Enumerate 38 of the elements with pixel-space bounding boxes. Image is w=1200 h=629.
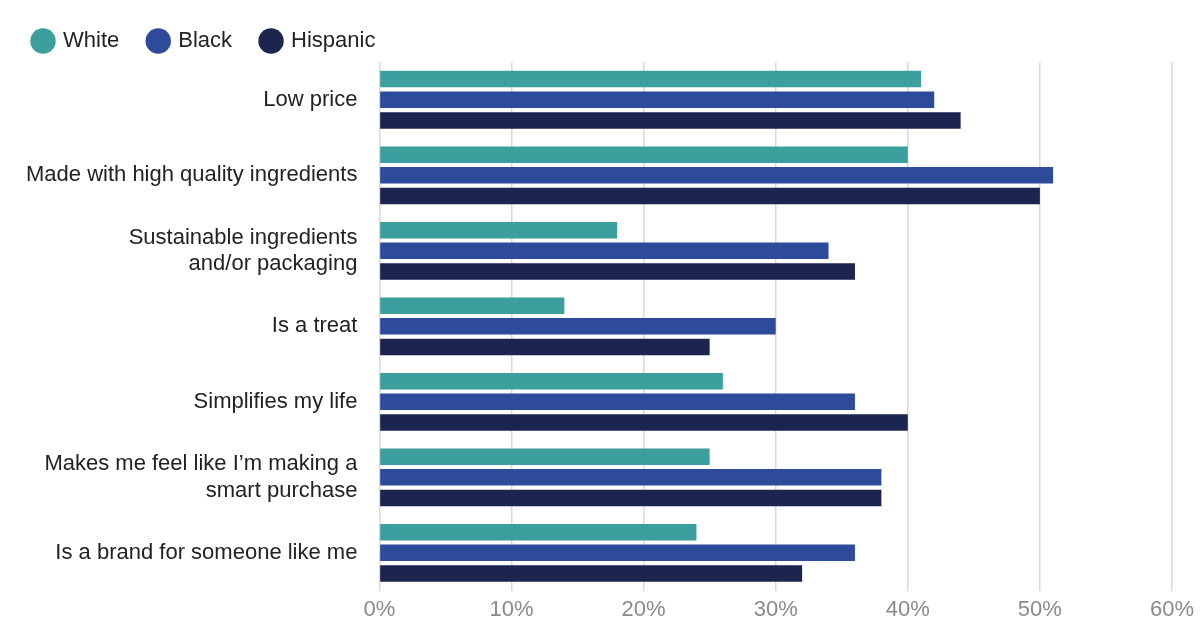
- bar: [380, 448, 710, 465]
- y-tick-label: Is a brand for someone like me: [55, 538, 358, 564]
- y-tick-label: Made with high quality ingredients: [26, 161, 358, 187]
- y-tick-label: Simplifies my life: [193, 387, 358, 413]
- x-tick-label: 10%: [489, 595, 534, 621]
- bar: [380, 372, 723, 390]
- x-tick-label: 30%: [753, 595, 798, 621]
- bar: [380, 70, 922, 88]
- bar: [380, 414, 908, 431]
- bar: [380, 112, 961, 129]
- x-tick-label: 40%: [885, 595, 930, 621]
- bar: [380, 91, 935, 109]
- bar: [380, 318, 776, 335]
- bar: [380, 187, 1040, 205]
- x-tick-label: 20%: [621, 595, 666, 621]
- legend-label: Black: [178, 27, 234, 53]
- bar: [380, 263, 855, 280]
- bar: [380, 146, 908, 163]
- bar: [380, 393, 855, 411]
- x-tick-label: 50%: [1017, 595, 1062, 621]
- bar: [380, 242, 829, 260]
- bar: [380, 469, 882, 486]
- bar: [380, 523, 697, 541]
- bar: [380, 544, 855, 562]
- y-tick-label: Is a treat: [271, 312, 358, 338]
- legend-label: Hispanic: [291, 27, 376, 53]
- bar: [380, 297, 565, 314]
- legend-label: White: [63, 27, 120, 53]
- x-tick-label: 0%: [363, 595, 396, 621]
- bar: [380, 565, 803, 582]
- y-tick-label: Low price: [263, 85, 358, 111]
- x-tick-label: 60%: [1149, 595, 1195, 621]
- bar: [380, 338, 710, 356]
- y-tick-label: Makes me feel like I’m making a smart purchase: [44, 450, 359, 502]
- bar: [380, 489, 882, 507]
- bar: [380, 221, 618, 239]
- bar: [380, 167, 1054, 184]
- y-tick-label: Sustainable ingredients and/or packaging: [128, 223, 358, 276]
